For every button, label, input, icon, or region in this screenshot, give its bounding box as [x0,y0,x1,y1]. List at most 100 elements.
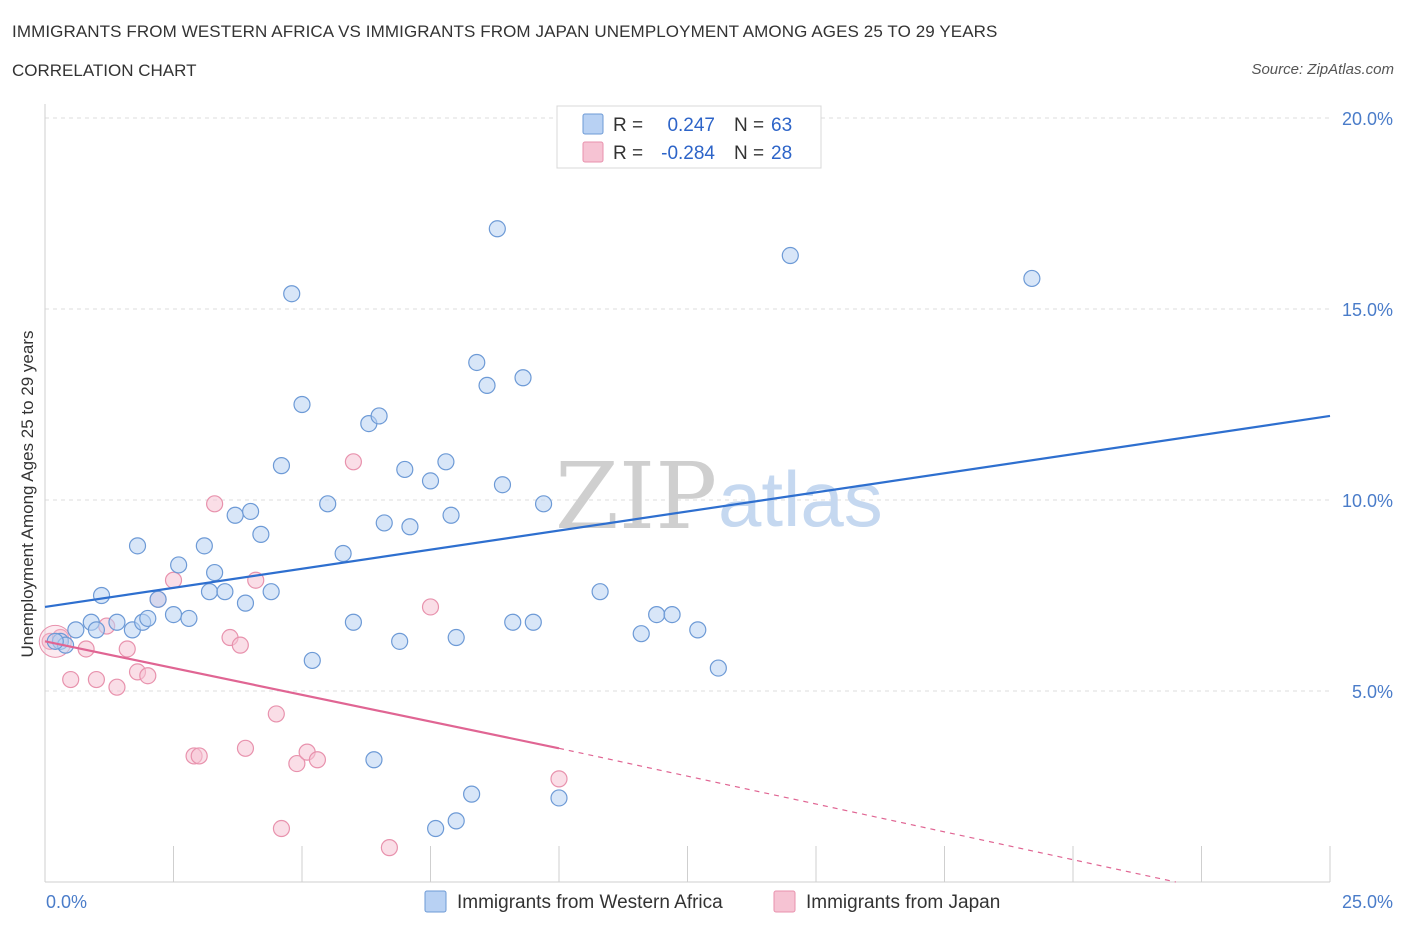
data-point [236,739,255,757]
legend-r-value-blue: 0.247 [667,115,715,136]
data-point [200,583,219,601]
data-point [781,246,799,265]
data-point [463,785,481,803]
data-point [242,502,260,521]
data-point [1023,269,1041,288]
series-legend: Immigrants from Western Africa Immigrant… [424,890,1000,913]
legend-r-value-pink: -0.284 [661,143,715,164]
data-point [468,353,486,372]
data-point [62,670,80,689]
data-point [344,613,362,631]
watermark-zip: ZIP [555,443,717,550]
data-point [262,583,280,601]
data-point [709,659,727,677]
data-point [92,586,111,605]
x-tick-label-max: 25.0% [1342,892,1393,912]
data-point [267,705,285,723]
data-point [514,369,532,387]
legend-r-label-blue: R = [613,115,643,136]
series-japan-points [38,453,568,857]
x-tick-label-min: 0.0% [46,892,87,912]
legend-n-value-blue: 63 [771,115,792,136]
data-point [272,457,291,475]
data-point [689,621,707,639]
data-point [380,839,398,857]
y-tick-label: 10.0% [1342,491,1393,511]
data-point [344,453,362,471]
data-point [370,407,388,425]
data-point [206,495,224,513]
trend-line-blue [44,414,1331,609]
data-point [164,571,183,589]
data-point [493,476,512,494]
trend-line-pink [44,640,560,750]
axes [44,104,1331,883]
y-tick-label: 15.0% [1342,300,1393,320]
chart-title: IMMIGRANTS FROM WESTERN AFRICA VS IMMIGR… [12,22,998,41]
x-tick-labels: 0.0% 25.0% [46,892,1393,912]
y-tick-labels: 5.0% 10.0% 15.0% 20.0% [1342,109,1393,702]
data-point [164,605,183,624]
data-point [437,453,455,471]
data-point [283,285,301,303]
legend-label-western-africa: Immigrants from Western Africa [457,892,723,913]
data-point [550,789,568,807]
data-point [108,678,126,696]
data-point [447,628,465,647]
data-point [391,632,409,650]
data-point [421,472,440,490]
data-point [447,812,465,830]
data-point [663,605,681,624]
data-point [288,754,306,773]
data-point [334,544,352,563]
chart-subtitle: CORRELATION CHART [12,61,197,80]
data-point [303,651,321,670]
series-western-africa-points [46,220,1041,838]
correlation-legend: R = 0.247 N = 63 R = -0.284 N = 28 [556,105,822,169]
trend-lines [44,414,1331,883]
legend-r-label-pink: R = [613,143,643,164]
data-point [87,621,106,639]
data-point [108,613,126,631]
data-point [401,518,419,536]
source-label: Source: ZipAtlas.com [1251,61,1394,78]
data-point [375,514,393,532]
data-point [139,667,157,685]
data-point [149,590,167,608]
legend-swatch-pink [582,141,604,163]
data-point [488,220,506,238]
data-point [226,506,244,524]
data-point [591,583,609,601]
watermark-atlas: atlas [718,455,883,543]
data-point [272,819,291,838]
data-point [231,636,249,654]
data-point [648,605,666,624]
data-point [118,640,136,658]
data-point [421,598,440,616]
data-point [216,583,234,601]
data-point [180,609,198,628]
data-point [252,525,270,543]
legend-n-label-blue: N = [734,115,764,136]
data-point [170,556,188,574]
data-point [427,819,445,838]
data-point [195,537,213,555]
data-point [442,506,460,524]
data-point [190,747,208,765]
data-point [236,594,255,612]
data-point [293,395,311,414]
legend-swatch-japan [773,890,796,913]
y-axis-label: Unemployment Among Ages 25 to 29 years [18,331,37,658]
data-point [67,621,85,639]
trend-line-extension-pink [558,747,1176,883]
data-point [534,495,553,513]
legend-n-label-pink: N = [734,143,764,164]
data-point [206,563,224,582]
data-point [550,770,568,788]
y-tick-label: 5.0% [1352,682,1393,702]
data-point [308,751,327,769]
data-point [87,670,106,689]
legend-swatch-western-africa [424,890,447,913]
data-point [365,751,383,769]
